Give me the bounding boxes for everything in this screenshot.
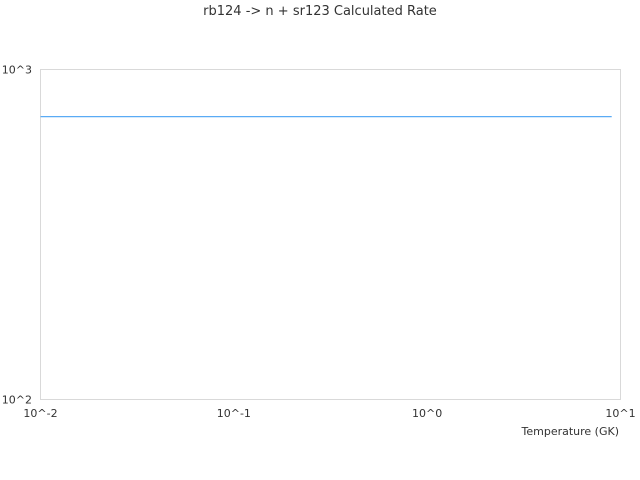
y-tick-label: 10^3 [2,64,32,77]
y-tick-label: 10^2 [2,394,32,407]
x-tick-label: 10^0 [412,407,442,420]
x-axis-label: Temperature (GK) [521,425,620,438]
x-tick-label: 10^1 [605,407,635,420]
plot-frame [40,69,621,400]
x-tick-label: 10^-2 [23,407,57,420]
chart-title: rb124 -> n + sr123 Calculated Rate [203,4,437,19]
x-tick-label: 10^-1 [217,407,251,420]
